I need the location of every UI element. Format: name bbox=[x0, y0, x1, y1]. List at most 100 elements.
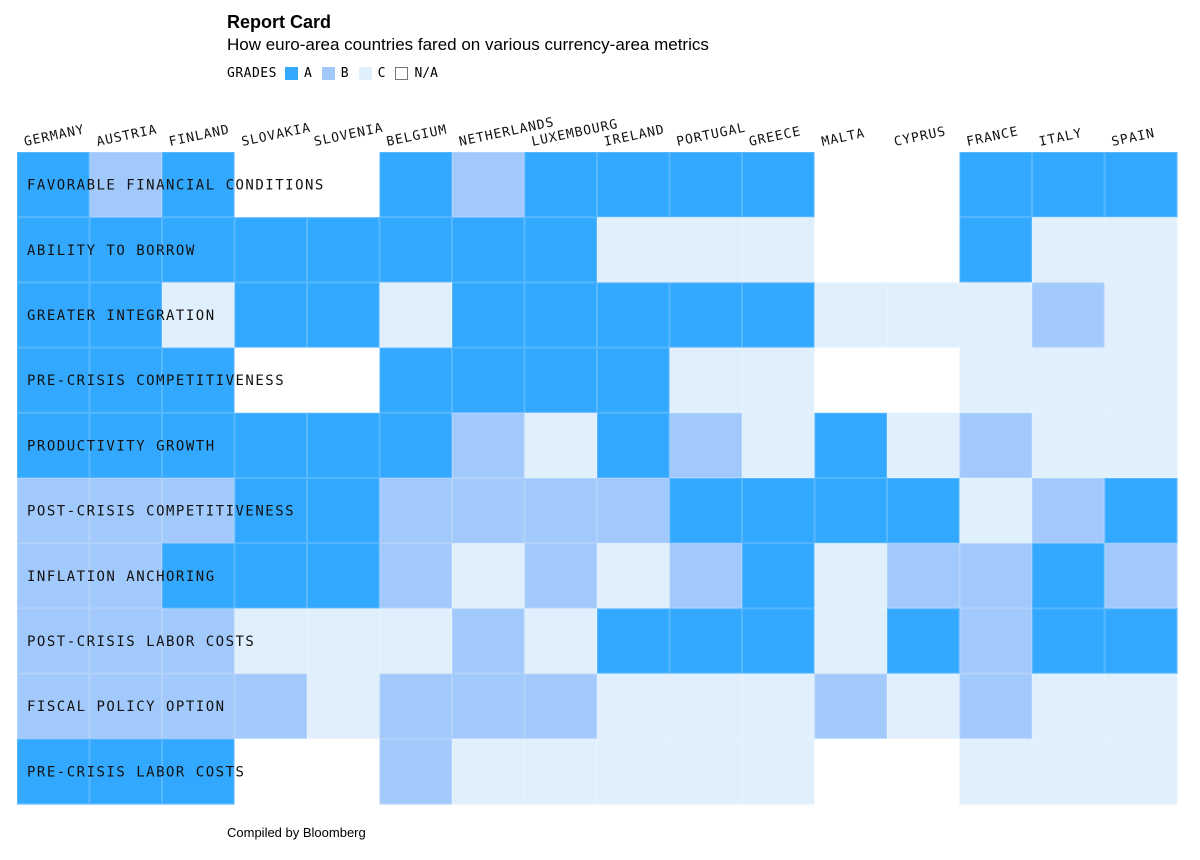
cell-outline bbox=[742, 217, 815, 283]
cell-ability-to-borrow-spain bbox=[1104, 217, 1178, 283]
row-label-ability-to-borrow: ABILITY TO BORROW bbox=[27, 243, 196, 259]
cell-outline bbox=[1104, 608, 1177, 674]
cell-favorable-financial-conditions-france bbox=[959, 152, 1033, 218]
cell-favorable-financial-conditions-spain bbox=[1104, 152, 1178, 218]
cell-outline bbox=[742, 412, 815, 478]
cell-greater-integration-netherlands bbox=[452, 282, 525, 349]
cell-fiscal-policy-option-portugal bbox=[669, 673, 743, 740]
cell-post-crisis-competitiveness-spain bbox=[1104, 478, 1178, 544]
column-header-greece: GREECE bbox=[748, 124, 803, 150]
cell-outline bbox=[1104, 673, 1177, 739]
cell-outline bbox=[307, 673, 380, 739]
cell-outline bbox=[1032, 152, 1105, 218]
cell-outline bbox=[814, 673, 887, 739]
cell-outline bbox=[89, 347, 162, 413]
legend-item-b: B bbox=[321, 66, 349, 81]
cell-outline bbox=[162, 282, 235, 348]
cell-outline bbox=[89, 412, 162, 478]
cell-greater-integration-ireland bbox=[597, 282, 670, 349]
cell-post-crisis-competitiveness-malta bbox=[814, 478, 888, 544]
cell-greater-integration-spain bbox=[1104, 282, 1178, 349]
cell-favorable-financial-conditions-luxembourg bbox=[524, 152, 598, 218]
cell-outline bbox=[17, 152, 90, 218]
cell-favorable-financial-conditions-slovakia bbox=[234, 152, 308, 218]
legend-swatch-a bbox=[284, 67, 298, 80]
cell-outline bbox=[597, 282, 670, 348]
cell-greater-integration-italy bbox=[1032, 282, 1105, 349]
cell-inflation-anchoring-ireland bbox=[597, 543, 670, 609]
cell-outline bbox=[597, 478, 670, 544]
cell-outline bbox=[1104, 412, 1177, 478]
cell-outline bbox=[307, 282, 380, 348]
cell-outline bbox=[234, 608, 307, 674]
cell-outline bbox=[742, 608, 815, 674]
cell-outline bbox=[17, 738, 90, 804]
cell-outline bbox=[524, 478, 597, 544]
cell-outline bbox=[669, 738, 742, 804]
cell-outline bbox=[742, 478, 815, 544]
cell-post-crisis-labor-costs-austria bbox=[89, 608, 163, 675]
cell-outline bbox=[162, 543, 235, 609]
cell-favorable-financial-conditions-austria bbox=[89, 152, 163, 218]
cell-favorable-financial-conditions-cyprus bbox=[887, 152, 960, 218]
cell-outline bbox=[959, 478, 1032, 544]
cell-outline bbox=[1032, 608, 1105, 674]
cell-outline bbox=[17, 543, 90, 609]
cell-productivity-growth-luxembourg bbox=[524, 412, 598, 479]
cell-outline bbox=[742, 738, 815, 804]
cell-pre-crisis-labor-costs-austria bbox=[89, 738, 163, 805]
cell-fiscal-policy-option-austria bbox=[89, 673, 163, 740]
grades-legend: GRADES A B C N/A bbox=[227, 66, 448, 81]
cell-outline bbox=[742, 543, 815, 609]
column-header-germany: GERMANY bbox=[23, 122, 87, 150]
cell-outline bbox=[1104, 543, 1177, 609]
cell-fiscal-policy-option-finland bbox=[162, 673, 235, 740]
cell-pre-crisis-competitiveness-netherlands bbox=[452, 347, 525, 414]
cell-post-crisis-competitiveness-ireland bbox=[597, 478, 670, 544]
cell-outline bbox=[452, 217, 525, 283]
cell-outline bbox=[89, 152, 162, 218]
cell-fiscal-policy-option-netherlands bbox=[452, 673, 525, 740]
cell-ability-to-borrow-ireland bbox=[597, 217, 670, 283]
cell-outline bbox=[307, 478, 380, 544]
cell-outline bbox=[307, 217, 380, 283]
cell-pre-crisis-labor-costs-slovakia bbox=[234, 738, 308, 805]
cell-outline bbox=[379, 152, 452, 218]
heatmap-cells bbox=[17, 152, 1178, 805]
cell-outline bbox=[669, 478, 742, 544]
legend-text-a: A bbox=[303, 66, 312, 81]
cell-outline bbox=[379, 738, 452, 804]
cell-outline bbox=[89, 478, 162, 544]
cell-post-crisis-competitiveness-greece bbox=[742, 478, 815, 544]
cell-outline bbox=[597, 608, 670, 674]
cell-ability-to-borrow-slovenia bbox=[307, 217, 380, 283]
cell-pre-crisis-competitiveness-malta bbox=[814, 347, 888, 414]
cell-greater-integration-portugal bbox=[669, 282, 743, 349]
cell-productivity-growth-belgium bbox=[379, 412, 453, 479]
cell-pre-crisis-competitiveness-luxembourg bbox=[524, 347, 598, 414]
cell-post-crisis-labor-costs-slovakia bbox=[234, 608, 308, 675]
cell-favorable-financial-conditions-slovenia bbox=[307, 152, 380, 218]
cell-inflation-anchoring-greece bbox=[742, 543, 815, 609]
cell-inflation-anchoring-netherlands bbox=[452, 543, 525, 609]
cell-post-crisis-competitiveness-portugal bbox=[669, 478, 743, 544]
cell-ability-to-borrow-portugal bbox=[669, 217, 743, 283]
cell-favorable-financial-conditions-germany bbox=[17, 152, 90, 218]
cell-post-crisis-labor-costs-malta bbox=[814, 608, 888, 675]
cell-outline bbox=[452, 608, 525, 674]
cell-outline bbox=[524, 282, 597, 348]
cell-outline bbox=[669, 217, 742, 283]
row-label-pre-crisis-labor-costs: PRE-CRISIS LABOR COSTS bbox=[27, 764, 245, 780]
cell-outline bbox=[597, 347, 670, 413]
cell-outline bbox=[89, 738, 162, 804]
cell-greater-integration-slovenia bbox=[307, 282, 380, 349]
cell-pre-crisis-labor-costs-malta bbox=[814, 738, 888, 805]
cell-pre-crisis-competitiveness-france bbox=[959, 347, 1033, 414]
cell-pre-crisis-competitiveness-slovakia bbox=[234, 347, 308, 414]
cell-outline bbox=[814, 478, 887, 544]
cell-favorable-financial-conditions-belgium bbox=[379, 152, 453, 218]
cell-inflation-anchoring-malta bbox=[814, 543, 888, 609]
cell-outline bbox=[379, 412, 452, 478]
legend-label: GRADES bbox=[227, 66, 277, 81]
cell-pre-crisis-competitiveness-italy bbox=[1032, 347, 1105, 414]
